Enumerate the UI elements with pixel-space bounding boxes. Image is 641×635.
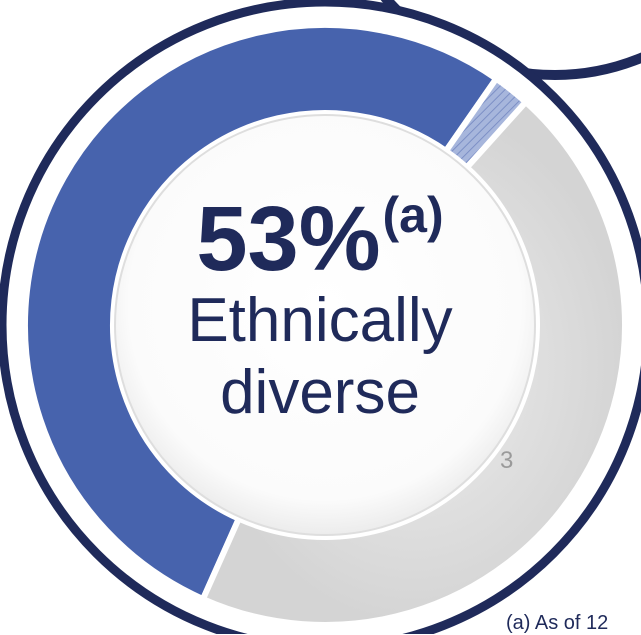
inner-disc — [115, 115, 535, 535]
donut-slice-1 — [22, 22, 501, 604]
footnote: (a) As of 12 — [506, 612, 609, 634]
donut-slice-3 — [199, 97, 628, 628]
percentage-value: 53% — [196, 188, 381, 290]
slices-group — [22, 22, 628, 628]
data-label: 3 — [500, 447, 514, 474]
partial-ring-top-right — [380, 0, 641, 80]
category-label-line-1: Ethnically — [187, 286, 453, 355]
center-label: 53%(a) Ethnically diverse — [120, 190, 520, 429]
category-label-line-2: diverse — [220, 358, 420, 427]
footnote-marker: (a) — [382, 187, 444, 243]
inner-disc-edge — [114, 114, 536, 536]
percentage-row: 53%(a) — [120, 190, 520, 285]
